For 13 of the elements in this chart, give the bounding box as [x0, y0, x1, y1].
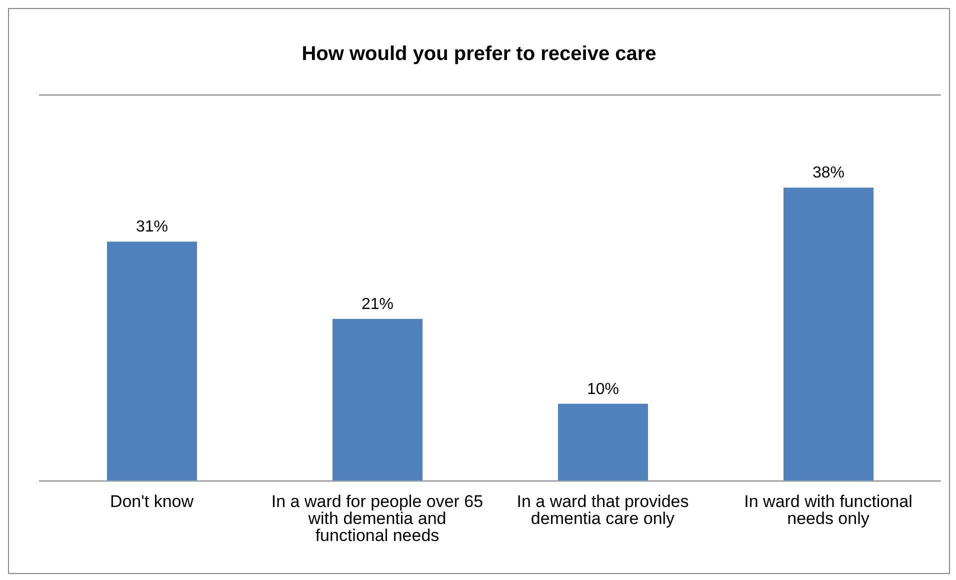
bar [784, 188, 874, 481]
data-label: 31% [136, 218, 168, 236]
data-label: 21% [361, 296, 394, 313]
bar [332, 318, 422, 481]
x-tick-label: Don't know [110, 492, 194, 512]
x-tick-label: In a ward for people over 65 with dementia and functional needs [271, 492, 484, 546]
data-label: 10% [586, 380, 620, 398]
bar [107, 242, 197, 481]
x-tick-label: In a ward that provides dementia care only [516, 492, 689, 528]
x-tick-label: In ward with functional needs only [744, 492, 912, 528]
data-label: 38% [812, 164, 845, 182]
chart-title: How would you prefer to receive care [300, 43, 658, 66]
bar [558, 404, 648, 481]
